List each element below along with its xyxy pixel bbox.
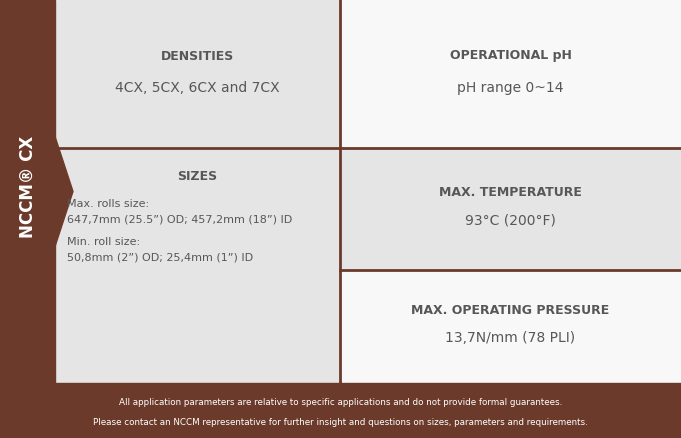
Bar xyxy=(55,0,340,148)
Text: Max. rolls size:: Max. rolls size: xyxy=(67,199,149,209)
Text: pH range 0~14: pH range 0~14 xyxy=(457,81,564,95)
Bar xyxy=(340,270,681,383)
Bar xyxy=(0,0,55,383)
Text: NCCM® CX: NCCM® CX xyxy=(18,135,37,238)
Text: Please contact an NCCM representative for further insight and questions on sizes: Please contact an NCCM representative fo… xyxy=(93,418,588,427)
Text: 647,7mm (25.5”) OD; 457,2mm (18”) ID: 647,7mm (25.5”) OD; 457,2mm (18”) ID xyxy=(67,215,292,225)
Text: DENSITIES: DENSITIES xyxy=(161,49,234,63)
Text: MAX. TEMPERATURE: MAX. TEMPERATURE xyxy=(439,187,582,199)
Text: MAX. OPERATING PRESSURE: MAX. OPERATING PRESSURE xyxy=(411,304,609,317)
Bar xyxy=(0,383,681,438)
Bar xyxy=(55,148,340,383)
Text: 50,8mm (2”) OD; 25,4mm (1”) ID: 50,8mm (2”) OD; 25,4mm (1”) ID xyxy=(67,253,253,263)
Polygon shape xyxy=(0,137,73,247)
Text: 93°C (200°F): 93°C (200°F) xyxy=(465,214,556,228)
Text: OPERATIONAL pH: OPERATIONAL pH xyxy=(449,49,571,63)
Text: 13,7N/mm (78 PLI): 13,7N/mm (78 PLI) xyxy=(445,332,575,346)
Text: Min. roll size:: Min. roll size: xyxy=(67,237,140,247)
Text: All application parameters are relative to specific applications and do not prov: All application parameters are relative … xyxy=(119,398,562,407)
Bar xyxy=(340,0,681,148)
Bar xyxy=(340,148,681,270)
Text: SIZES: SIZES xyxy=(178,170,217,183)
Text: 4CX, 5CX, 6CX and 7CX: 4CX, 5CX, 6CX and 7CX xyxy=(115,81,280,95)
